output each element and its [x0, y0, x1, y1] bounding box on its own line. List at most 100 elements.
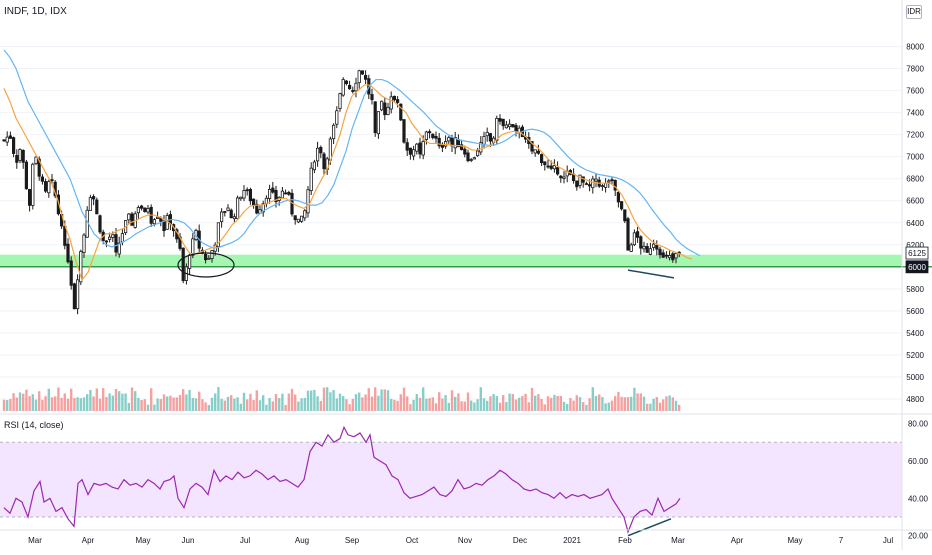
volume-bar	[9, 399, 12, 411]
candle-body	[315, 147, 320, 162]
volume-bar	[604, 403, 607, 411]
volume-bar	[188, 389, 191, 411]
candle-body	[642, 245, 646, 250]
candle-body	[44, 181, 48, 192]
candle-body	[299, 215, 304, 222]
volume-bar	[246, 399, 249, 411]
volume-bar	[521, 395, 524, 411]
divergence-line-rsi	[627, 518, 672, 537]
candle-body	[216, 222, 220, 247]
volume-bar	[127, 402, 130, 411]
candle-body	[533, 149, 537, 154]
volume-bar	[169, 395, 172, 411]
volume-bar	[358, 392, 361, 411]
volume-bar	[329, 392, 332, 411]
volume-bar	[658, 402, 662, 411]
candle-body	[498, 118, 502, 122]
candle-body	[584, 183, 589, 186]
time-tick-label: Oct	[406, 536, 419, 545]
candle-body	[648, 248, 653, 255]
candle-body	[459, 144, 464, 151]
volume-bar	[409, 404, 412, 411]
volume-bar	[342, 396, 345, 411]
candle-body	[344, 80, 349, 85]
volume-bar	[31, 394, 34, 411]
candle-body	[34, 156, 38, 165]
volume-bar	[294, 394, 297, 411]
volume-bar	[671, 397, 674, 411]
price-tick-label: 7800	[906, 65, 924, 74]
candle-body	[636, 231, 640, 238]
candle-body	[655, 245, 659, 250]
volume-bar	[114, 389, 118, 411]
candle-body	[479, 142, 483, 153]
candle-body	[386, 106, 390, 115]
rsi-tick-label: 60.00	[908, 457, 929, 466]
candle-body	[117, 242, 121, 255]
volume-bar	[47, 388, 50, 411]
volume-bar	[34, 399, 38, 411]
volume-bar	[172, 397, 175, 411]
price-tick-label: 6200	[906, 241, 924, 250]
candle-body	[331, 124, 336, 140]
currency-label[interactable]: IDR	[906, 5, 922, 19]
volume-bar	[326, 387, 329, 411]
volume-bar	[380, 389, 383, 411]
volume-bar	[86, 394, 89, 411]
ma-fast-line	[3, 84, 693, 282]
volume-bar	[444, 395, 447, 411]
price-tick-label: 6600	[906, 197, 924, 206]
volume-bar	[370, 396, 374, 411]
price-tick-label: 5400	[906, 329, 924, 338]
candle-body	[652, 243, 656, 248]
volume-bar	[665, 396, 668, 411]
candle-body	[136, 207, 140, 214]
candle-body	[424, 131, 429, 140]
candle-body	[437, 137, 441, 147]
price-label-text: 6000	[908, 263, 926, 272]
candle-body	[319, 147, 323, 154]
volume-bar	[121, 393, 124, 411]
candle-body	[232, 216, 236, 220]
candle-body	[280, 190, 285, 199]
time-tick-label: Nov	[458, 536, 472, 545]
volume-bar	[610, 400, 614, 411]
volume-bar	[588, 398, 591, 411]
candle-body	[95, 199, 99, 215]
volume-bar	[143, 399, 146, 411]
candle-body	[546, 165, 550, 168]
volume-bar	[572, 400, 575, 411]
volume-bar	[454, 396, 457, 411]
candle-body	[623, 209, 627, 222]
volume-bar	[54, 396, 57, 411]
volume-bar	[322, 387, 326, 411]
volume-bar	[303, 397, 306, 411]
volume-bar	[636, 393, 639, 411]
volume-bar	[140, 399, 143, 411]
volume-bar	[98, 398, 102, 411]
price-tick-label: 7600	[906, 87, 924, 96]
candle-body	[18, 149, 22, 161]
ma-slow-line	[3, 49, 701, 257]
volume-bar	[505, 401, 508, 411]
candle-body	[453, 137, 457, 149]
candle-body	[69, 260, 73, 286]
candle-body	[639, 236, 643, 249]
price-tick-label: 6800	[906, 175, 924, 184]
candle-body	[239, 196, 243, 200]
candle-body	[620, 201, 624, 210]
candle-body	[312, 161, 317, 171]
candle-body	[139, 205, 144, 209]
volume-bar	[185, 394, 188, 411]
volume-bar	[223, 400, 226, 411]
volume-bar	[466, 392, 470, 411]
time-tick-label: Feb	[618, 536, 632, 545]
candle-body	[251, 198, 256, 206]
volume-bar	[130, 387, 134, 411]
volume-bar	[630, 396, 633, 411]
price-tick-label: 8000	[906, 43, 924, 52]
time-tick-label: Jul	[883, 536, 893, 545]
volume-bar	[585, 404, 588, 411]
